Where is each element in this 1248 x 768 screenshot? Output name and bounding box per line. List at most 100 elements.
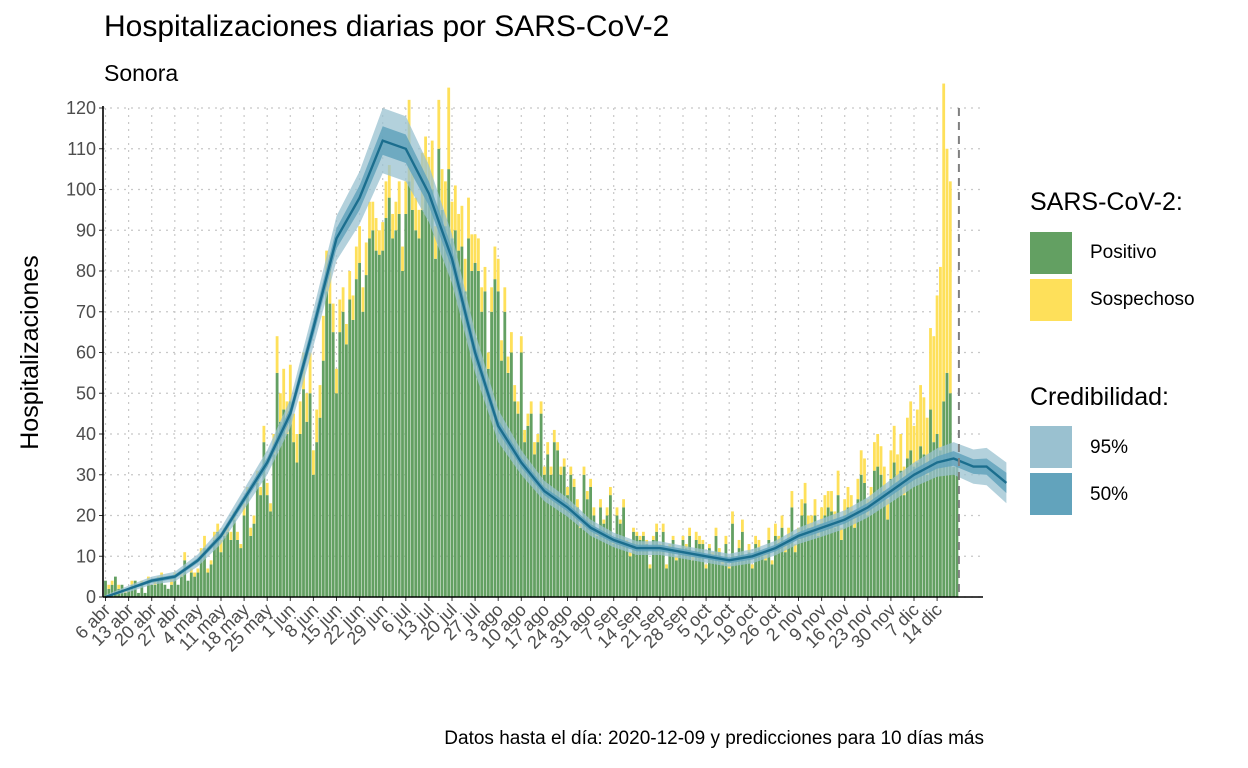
bar-positivo bbox=[618, 523, 622, 597]
bar-positivo bbox=[450, 238, 454, 597]
bar-positivo bbox=[417, 238, 421, 597]
bar-sospechoso bbox=[628, 552, 632, 557]
bar-sospechoso bbox=[374, 218, 378, 251]
bar-positivo bbox=[826, 507, 830, 597]
bar-sospechoso bbox=[298, 401, 302, 434]
bar-sospechoso bbox=[183, 552, 187, 561]
bar-positivo bbox=[236, 539, 239, 597]
bar-sospechoso bbox=[259, 486, 263, 496]
bar-positivo bbox=[684, 548, 688, 597]
bar-sospechoso bbox=[872, 442, 876, 471]
legend-label-95: 95% bbox=[1090, 437, 1129, 458]
bar-sospechoso bbox=[404, 181, 408, 214]
bar-positivo bbox=[463, 291, 467, 597]
bar-sospechoso bbox=[770, 560, 774, 565]
bar-sospechoso bbox=[599, 499, 602, 508]
bar-positivo bbox=[407, 181, 411, 597]
bar-positivo bbox=[226, 531, 230, 597]
bar-sospechoso bbox=[523, 429, 527, 443]
bar-positivo bbox=[922, 454, 926, 597]
bar-sospechoso bbox=[549, 466, 553, 475]
bar-positivo bbox=[770, 564, 774, 597]
bar-positivo bbox=[176, 584, 180, 597]
bar-sospechoso bbox=[117, 584, 121, 589]
bar-positivo bbox=[552, 442, 556, 597]
bar-sospechoso bbox=[731, 511, 734, 524]
bar-sospechoso bbox=[569, 466, 573, 475]
legend-key-50 bbox=[1030, 473, 1072, 515]
bar-sospechoso bbox=[278, 393, 282, 422]
bar-positivo bbox=[401, 271, 404, 597]
bar-positivo bbox=[915, 462, 919, 597]
bar-sospechoso bbox=[572, 478, 576, 487]
bar-sospechoso bbox=[196, 568, 200, 573]
bar-sospechoso bbox=[750, 564, 754, 569]
bar-positivo bbox=[381, 250, 385, 597]
bar-positivo bbox=[572, 486, 576, 597]
bar-positivo bbox=[146, 580, 150, 597]
bar-positivo bbox=[203, 548, 206, 597]
bar-positivo bbox=[513, 401, 517, 597]
bar-positivo bbox=[803, 503, 807, 597]
bar-positivo bbox=[668, 548, 672, 597]
bar-positivo bbox=[608, 495, 612, 597]
bar-sospechoso bbox=[724, 535, 728, 545]
bar-positivo bbox=[902, 495, 906, 597]
bar-sospechoso bbox=[486, 352, 490, 369]
bar-sospechoso bbox=[638, 535, 642, 540]
bar-positivo bbox=[335, 393, 338, 597]
bar-sospechoso bbox=[480, 287, 484, 312]
bar-sospechoso bbox=[929, 328, 932, 410]
bar-positivo bbox=[638, 539, 642, 597]
bar-positivo bbox=[793, 552, 797, 597]
bar-sospechoso bbox=[820, 507, 824, 524]
bar-positivo bbox=[549, 474, 553, 597]
bar-sospechoso bbox=[922, 397, 926, 455]
bar-positivo bbox=[536, 442, 540, 597]
bar-sospechoso bbox=[311, 450, 315, 475]
bar-positivo bbox=[295, 462, 299, 597]
bar-sospechoso bbox=[876, 434, 880, 467]
bar-positivo bbox=[486, 368, 490, 597]
bar-positivo bbox=[163, 584, 167, 597]
bar-positivo bbox=[318, 417, 322, 597]
bar-positivo bbox=[694, 539, 698, 597]
bar-sospechoso bbox=[519, 336, 523, 353]
bar-sospechoso bbox=[384, 181, 388, 219]
bar-positivo bbox=[945, 372, 949, 597]
bar-sospechoso bbox=[882, 466, 886, 492]
bar-sospechoso bbox=[341, 287, 345, 312]
bar-sospechoso bbox=[361, 287, 365, 312]
bar-sospechoso bbox=[773, 523, 777, 536]
bar-positivo bbox=[305, 421, 309, 597]
bar-positivo bbox=[853, 527, 857, 597]
bar-sospechoso bbox=[892, 425, 896, 463]
bar-sospechoso bbox=[443, 181, 447, 227]
bar-sospechoso bbox=[632, 527, 635, 532]
bar-positivo bbox=[179, 576, 183, 597]
bar-sospechoso bbox=[288, 364, 292, 402]
bar-sospechoso bbox=[206, 568, 210, 573]
bar-positivo bbox=[394, 230, 398, 597]
bar-positivo bbox=[298, 434, 302, 597]
bar-positivo bbox=[242, 515, 246, 597]
bar-sospechoso bbox=[622, 499, 626, 508]
bar-positivo bbox=[338, 332, 342, 597]
bar-sospechoso bbox=[589, 478, 593, 487]
legend-key-positivo bbox=[1030, 232, 1072, 274]
bar-positivo bbox=[595, 535, 599, 597]
bar-sospechoso bbox=[331, 303, 335, 333]
bar-sospechoso bbox=[790, 491, 794, 508]
bar-positivo bbox=[764, 560, 767, 597]
bar-positivo bbox=[569, 474, 573, 597]
bar-positivo bbox=[582, 474, 586, 597]
bar-positivo bbox=[288, 401, 292, 597]
bar-sospechoso bbox=[562, 458, 566, 467]
chart-subtitle: Sonora bbox=[104, 60, 179, 86]
bar-positivo bbox=[681, 539, 685, 597]
bar-sospechoso bbox=[886, 499, 890, 520]
bar-positivo bbox=[952, 466, 956, 597]
legend-key-95 bbox=[1030, 426, 1072, 468]
bar-positivo bbox=[622, 507, 626, 597]
bar-sospechoso bbox=[608, 486, 612, 496]
